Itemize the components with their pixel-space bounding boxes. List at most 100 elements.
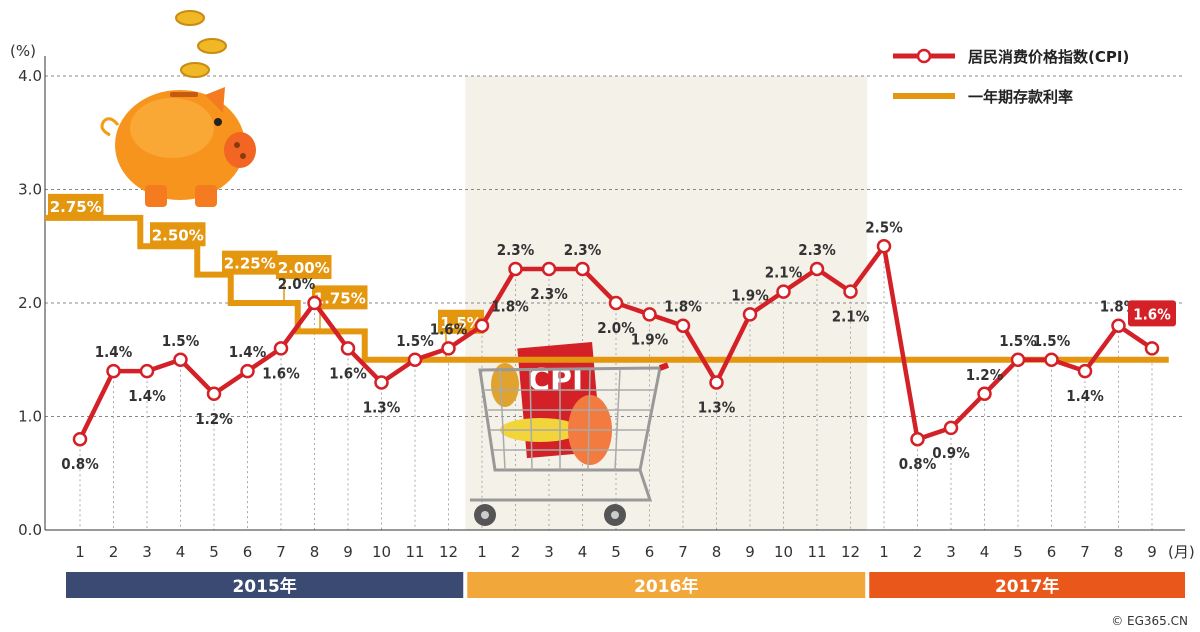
cpi-label: 2.1%: [832, 308, 870, 326]
y-axis-label: (%): [10, 42, 36, 60]
x-tick-label: 7: [1080, 543, 1090, 561]
cpi-label: 1.2%: [966, 366, 1004, 384]
cpi-last-label-box: [1128, 300, 1176, 327]
x-tick-label: 7: [276, 543, 286, 561]
cpi-label: 0.9%: [932, 444, 970, 462]
x-tick-label: 3: [946, 543, 956, 561]
year-bands: 2015年 2016年 2017年: [66, 572, 1185, 598]
cpi-label: 1.2%: [195, 410, 233, 428]
y-tick-label: 4.0: [18, 67, 42, 85]
x-tick-label: 11: [807, 543, 826, 561]
cpi-point: [206, 386, 222, 402]
cpi-point: [407, 352, 423, 367]
cpi-label: 1.8%: [664, 298, 702, 316]
cpi-label: 1.5%: [396, 332, 434, 350]
cpi-label: 1.4%: [95, 343, 133, 361]
x-tick-label: 4: [578, 543, 588, 561]
cpi-point: [508, 261, 523, 277]
y-tick-label: 3.0: [18, 181, 42, 199]
year-label: 2016年: [634, 576, 698, 597]
cpi-point: [1010, 352, 1026, 367]
cpi-point: [273, 341, 289, 356]
cpi-label: 1.3%: [363, 398, 401, 416]
x-tick-label: 8: [1114, 543, 1124, 561]
rate-label-box: [150, 222, 206, 247]
x-tick-label: 5: [611, 543, 621, 561]
cpi-point: [139, 363, 155, 379]
x-tick-label: 7: [678, 543, 688, 561]
x-tick-label: 12: [841, 543, 860, 561]
x-tick-label: 10: [372, 543, 391, 561]
x-tick-label: 1: [879, 543, 889, 561]
rate-label-box: [48, 193, 104, 218]
cpi-label: 2.1%: [765, 264, 803, 282]
cpi-label: 2.5%: [865, 218, 903, 236]
rate-label: 2.00%: [278, 259, 330, 277]
cpi-label: 1.8%: [491, 298, 529, 316]
x-axis: 1 2 3 4 5 6 7 8 9 10 11 12 1 2 3 4 5 6 7 8 9 10 11 12 1 2 3 4 5 6 7 8 9(…: [75, 543, 1194, 561]
x-tick-label: 9: [1147, 543, 1157, 561]
x-tick-label: 2: [109, 543, 119, 561]
x-tick-label: 4: [176, 543, 186, 561]
x-tick-label: 11: [405, 543, 424, 561]
cpi-point: [1111, 318, 1126, 333]
cpi-label: 1.5%: [999, 332, 1037, 350]
cpi-point: [876, 239, 892, 254]
rate-label: 2.25%: [224, 255, 276, 273]
cpi-point: [977, 386, 992, 402]
x-tick-label: 1: [477, 543, 487, 561]
rate-label: 1.75%: [314, 289, 366, 307]
cpi-label: 0.8%: [899, 455, 937, 473]
cpi-point: [575, 261, 590, 277]
legend-cpi-marker: [916, 48, 932, 64]
cpi-label: 1.5%: [162, 332, 200, 350]
y-tick-label: 2.0: [18, 294, 42, 312]
x-tick-label: 6: [1047, 543, 1057, 561]
cpi-label: 2.3%: [798, 241, 836, 259]
cpi-point: [642, 307, 657, 322]
rate-label: 2.50%: [152, 226, 204, 244]
cpi-label: 1.6%: [430, 320, 468, 338]
copyright: © EG365.CN: [1111, 614, 1188, 628]
cpi-point: [1144, 341, 1160, 356]
cpi-point: [843, 284, 858, 299]
x-tick-label: 5: [209, 543, 219, 561]
cpi-point: [608, 295, 624, 311]
cpi-label: 1.4%: [128, 387, 166, 405]
cpi-point: [1044, 352, 1059, 367]
cpi-point: [809, 261, 825, 277]
cpi-point: [340, 341, 356, 356]
x-tick-label: 8: [712, 543, 722, 561]
cpi-point: [106, 363, 121, 379]
x-tick-label: 2: [511, 543, 521, 561]
year-label: 2017年: [995, 576, 1059, 597]
cpi-label: 2.3%: [564, 241, 602, 259]
x-tick-label: 6: [645, 543, 655, 561]
cpi-point: [675, 318, 691, 333]
x-tick-label: 1: [75, 543, 85, 561]
legend: 居民消费价格指数(CPI) 一年期存款利率: [893, 48, 1129, 106]
shopping-cart-icon: CPI: [470, 341, 670, 526]
x-tick-label: 6: [243, 543, 253, 561]
x-tick-label: 2: [913, 543, 923, 561]
legend-rate-label: 一年期存款利率: [968, 88, 1073, 106]
x-axis-unit: (月): [1168, 543, 1195, 561]
x-tick-label: 5: [1013, 543, 1023, 561]
rate-label-box: [222, 250, 278, 275]
cpi-label: 1.9%: [731, 286, 769, 304]
cpi-label: 1.4%: [1066, 387, 1104, 405]
cpi-label: 1.5%: [1033, 332, 1071, 350]
cpi-point: [709, 375, 724, 390]
cpi-point: [776, 284, 791, 299]
cpi-point: [72, 431, 88, 447]
y-tick-label: 1.0: [18, 408, 42, 426]
cpi-point: [240, 363, 255, 379]
cpi-point: [943, 420, 959, 436]
cpi-point: [307, 295, 322, 311]
cpi-point: [742, 307, 758, 322]
y-tick-label: 0.0: [18, 521, 42, 539]
year-band: [66, 572, 464, 598]
year-band: [467, 572, 866, 598]
x-tick-label: 9: [343, 543, 353, 561]
